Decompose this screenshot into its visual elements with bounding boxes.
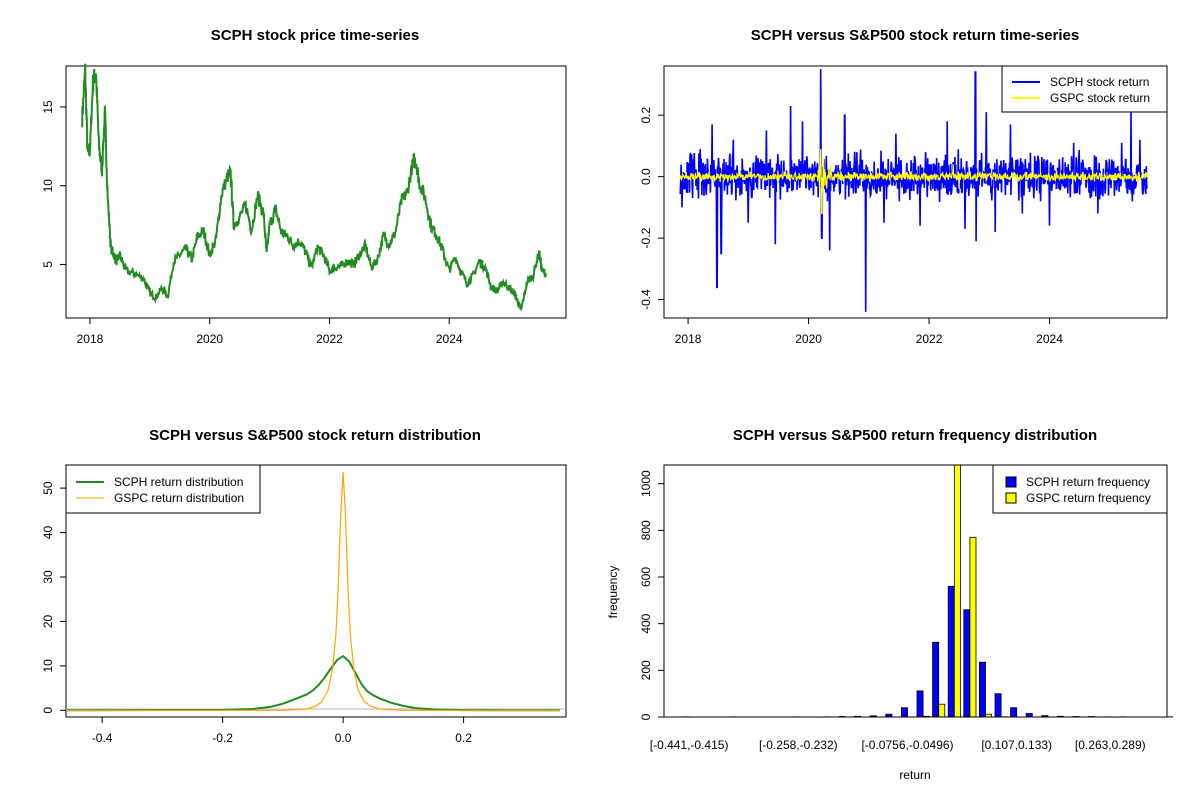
price-line [81, 63, 547, 312]
price-y-tick-label: 5 [41, 261, 55, 268]
density-y-tick-label: 50 [41, 481, 55, 495]
histogram-category-label: [-0.258,-0.232) [759, 738, 838, 752]
scph-frequency-bar [947, 585, 955, 718]
returns-plot-frame [663, 65, 1168, 319]
density-plot-frame [65, 464, 567, 718]
density-y-tick-label: 30 [41, 570, 55, 584]
histogram-chart: SCPH versus S&P500 return frequency dist… [606, 427, 1174, 782]
histogram-legend-swatch-scph [1005, 476, 1017, 488]
returns-y-tick-label: 0.2 [639, 107, 653, 124]
price-chart: SCPH stock price time-series 2018 2020 202… [41, 27, 567, 346]
price-x-tick-label: 2022 [316, 332, 343, 346]
scph-frequency-bar [994, 693, 1002, 718]
gspc-frequency-bar [953, 464, 961, 718]
histogram-y-tick-label: 800 [639, 520, 653, 540]
histogram-category-label: [0.263,0.289) [1075, 738, 1146, 752]
scph-density-line [65, 655, 561, 712]
histogram-y-tick-label: 600 [639, 567, 653, 587]
price-x-axis: 2018 2020 2022 2024 [77, 318, 463, 346]
gspc-return-line [679, 148, 1148, 215]
gspc-frequency-bar [969, 536, 977, 718]
density-legend: SCPH return distribution GSPC return dis… [65, 464, 261, 514]
histogram-y-tick-label: 1000 [639, 470, 653, 497]
histogram-plot-frame [663, 464, 1168, 718]
price-y-tick-label: 10 [41, 179, 55, 193]
returns-chart-title: SCPH versus S&P500 stock return time-ser… [751, 27, 1079, 44]
histogram-legend-box [992, 464, 1168, 514]
histogram-y-tick-label: 0 [639, 713, 653, 720]
density-y-tick-label: 10 [41, 659, 55, 673]
returns-legend-box [1001, 65, 1168, 113]
price-series [81, 63, 547, 312]
scph-frequency-bar [916, 690, 924, 718]
histogram-legend-label-gspc: GSPC return frequency [1026, 491, 1151, 505]
scph-frequency-bar [901, 707, 908, 718]
price-x-tick-label: 2018 [77, 332, 104, 346]
density-legend-box [65, 464, 261, 514]
returns-x-tick-label: 2018 [675, 332, 702, 346]
histogram-legend-label-scph: SCPH return frequency [1026, 475, 1150, 489]
returns-x-tick-label: 2024 [1036, 332, 1063, 346]
scph-frequency-bar [932, 641, 940, 718]
histogram-legend-swatch-gspc [1005, 492, 1017, 504]
price-plot-frame [65, 65, 567, 319]
density-x-tick-label: -0.2 [212, 731, 233, 745]
returns-y-axis: -0.4 -0.2 0.0 0.2 [639, 107, 664, 310]
histogram-y-tick-label: 200 [639, 660, 653, 680]
density-y-axis: 0 10 20 30 40 50 [41, 481, 66, 714]
density-y-tick-label: 40 [41, 526, 55, 540]
histogram-y-axis: 0 200 400 600 800 1000 [639, 470, 664, 720]
returns-chart: SCPH versus S&P500 stock return time-ser… [639, 27, 1168, 346]
density-x-tick-label: 0.2 [455, 731, 472, 745]
scph-frequency-bar [963, 609, 971, 718]
density-x-axis: -0.4 -0.2 0.0 0.2 [92, 717, 472, 745]
returns-legend-label-gspc: GSPC stock return [1050, 91, 1150, 105]
scph-frequency-bar [1010, 707, 1018, 718]
returns-legend: SCPH stock return GSPC stock return [1001, 65, 1168, 113]
density-x-tick-label: 0.0 [335, 731, 352, 745]
histogram-legend: SCPH return frequency GSPC return freque… [992, 464, 1168, 514]
density-x-tick-label: -0.4 [92, 731, 113, 745]
density-series [65, 472, 561, 712]
returns-x-tick-label: 2022 [916, 332, 943, 346]
returns-series [679, 69, 1148, 312]
scph-frequency-bar [1025, 713, 1033, 718]
histogram-category-label: [-0.0756,-0.0496) [861, 738, 953, 752]
returns-x-tick-label: 2020 [795, 332, 822, 346]
density-legend-label-gspc: GSPC return distribution [114, 491, 244, 505]
price-x-tick-label: 2020 [196, 332, 223, 346]
histogram-chart-title: SCPH versus S&P500 return frequency dist… [733, 427, 1097, 444]
histogram-x-axis: [-0.441,-0.415) [-0.258,-0.232) [-0.0756,-… [650, 738, 1146, 752]
histogram-y-axis-label: frequency [606, 566, 620, 619]
scph-frequency-bar [979, 661, 986, 718]
returns-x-axis: 2018 2020 2022 2024 [675, 318, 1063, 346]
price-y-axis: 5 10 15 [41, 100, 66, 268]
returns-legend-label-scph: SCPH stock return [1050, 75, 1149, 89]
price-x-tick-label: 2024 [436, 332, 463, 346]
density-y-tick-label: 20 [41, 614, 55, 628]
histogram-category-label: [-0.441,-0.415) [650, 738, 729, 752]
density-legend-label-scph: SCPH return distribution [114, 475, 243, 489]
density-chart: SCPH versus S&P500 stock return distribu… [41, 427, 567, 745]
returns-y-tick-label: -0.2 [639, 227, 653, 248]
histogram-x-axis-label: return [899, 768, 930, 782]
density-chart-title: SCPH versus S&P500 stock return distribu… [149, 427, 481, 444]
returns-y-tick-label: -0.4 [639, 289, 653, 310]
gspc-density-line [66, 472, 560, 711]
price-chart-title: SCPH stock price time-series [211, 27, 419, 44]
returns-y-tick-label: 0.0 [639, 168, 653, 185]
scph-return-line [679, 69, 1148, 312]
density-y-tick-label: 0 [41, 707, 55, 714]
histogram-y-tick-label: 400 [639, 613, 653, 633]
gspc-frequency-bar [938, 703, 946, 718]
price-y-tick-label: 15 [41, 100, 55, 114]
histogram-category-label: [0.107,0.133) [981, 738, 1052, 752]
